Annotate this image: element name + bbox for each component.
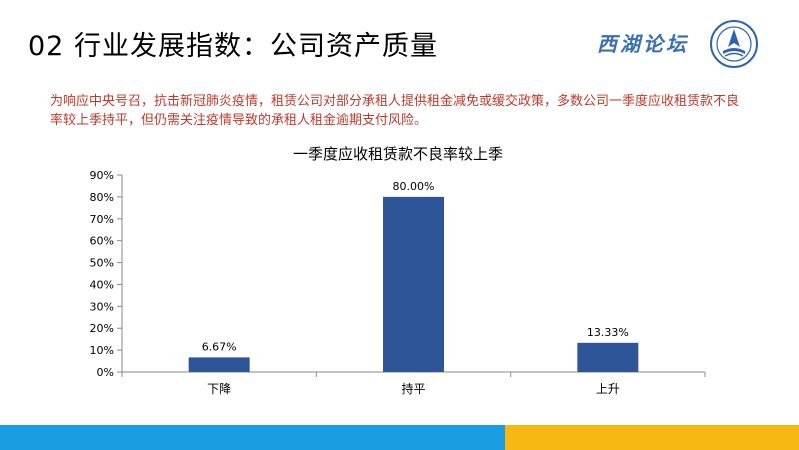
emblem-icon: [710, 20, 758, 68]
y-axis: 0% 10% 20% 30% 40% 50% 60% 70% 80% 90%: [90, 169, 123, 379]
y-tick-label: 80%: [90, 191, 114, 204]
y-tick-label: 30%: [90, 300, 114, 313]
bar-1: [188, 357, 250, 372]
y-tick-label: 0%: [97, 366, 114, 379]
y-tick-label: 50%: [90, 257, 114, 270]
y-tick-label: 70%: [90, 213, 114, 226]
bar-2: [383, 196, 444, 372]
y-tick-label: 90%: [90, 169, 114, 182]
bar-3: [577, 342, 639, 372]
y-tick-label: 60%: [90, 235, 114, 248]
x-tick-label: 持平: [401, 381, 425, 396]
x-tick-label: 上升: [596, 382, 620, 396]
data-labels: 6.67% 80.00% 13.33%: [202, 180, 629, 354]
data-label: 13.33%: [587, 326, 629, 339]
footer-band-yellow: [505, 425, 799, 450]
data-label: 80.00%: [393, 180, 435, 193]
y-tick-label: 40%: [90, 278, 114, 291]
chart-title: 一季度应收租赁款不良率较上季: [293, 145, 503, 163]
slide-title: 02 行业发展指数：公司资产质量: [28, 31, 438, 62]
y-tick-label: 20%: [90, 322, 114, 335]
y-tick-label: 10%: [90, 344, 114, 357]
footer-band-blue: [0, 425, 505, 450]
forum-logo: 西湖论坛: [597, 20, 792, 68]
bar-chart: 一季度应收租赁款不良率较上季 0% 10% 20% 30% 40% 50% 60% 70% 80…: [90, 145, 706, 396]
x-axis: 下降 持平 上升: [121, 371, 706, 396]
bars: [188, 196, 639, 372]
data-label: 6.67%: [202, 340, 237, 353]
logo-text: 西湖论坛: [597, 32, 689, 56]
summary-text: 为响应中央号召，抗击新冠肺炎疫情，租赁公司对部分承租人提供租金减免或缓交政策，多…: [50, 94, 740, 128]
x-tick-label: 下降: [207, 382, 231, 396]
